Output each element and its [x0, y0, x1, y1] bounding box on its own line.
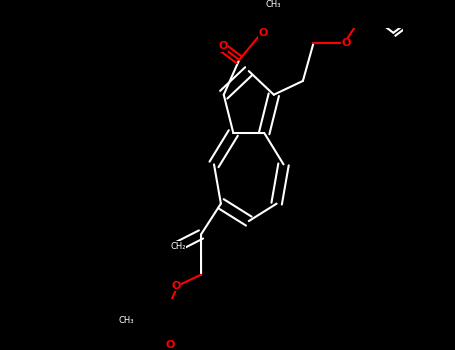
Text: O: O: [342, 38, 351, 48]
Text: CH₃: CH₃: [266, 0, 282, 9]
Text: CH₃: CH₃: [119, 316, 134, 325]
Text: O: O: [165, 340, 174, 350]
Text: O: O: [259, 28, 268, 37]
Text: CH₂: CH₂: [170, 241, 186, 251]
Text: O: O: [218, 41, 228, 51]
Text: O: O: [172, 281, 181, 291]
